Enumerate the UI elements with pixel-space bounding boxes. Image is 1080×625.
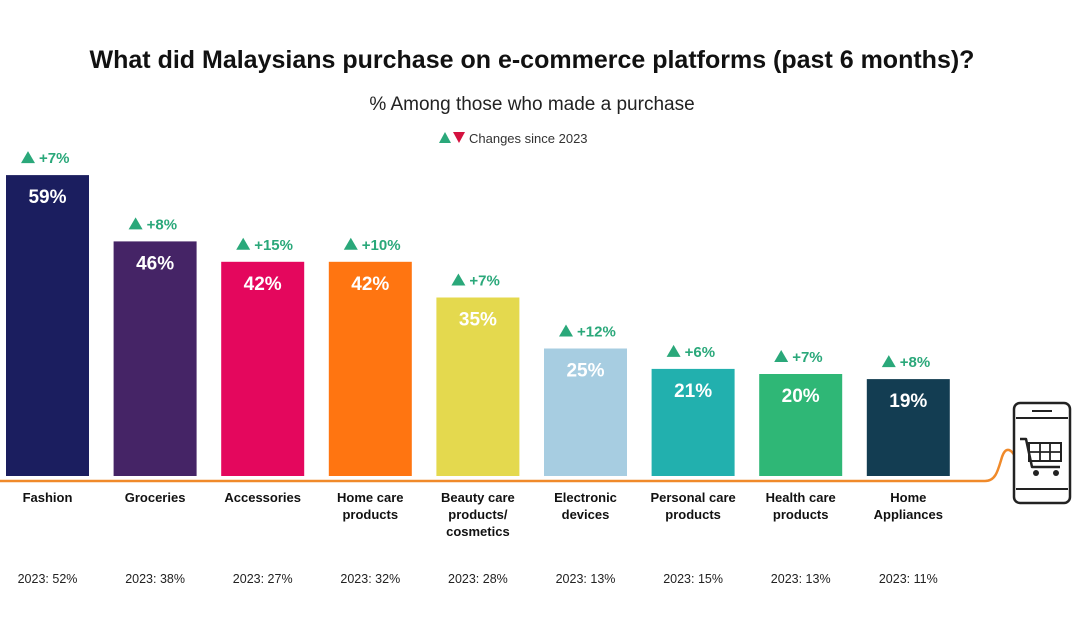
previous-year-label-5: 2023: 28%	[448, 572, 508, 586]
change-label-2: +8%	[147, 216, 177, 233]
category-label-6: Electronic devices	[554, 490, 617, 522]
change-label-6: +12%	[577, 324, 616, 341]
legend-down-triangle-icon	[453, 132, 465, 143]
bars-group: 59% +7% Fashion 2023: 52% 46% +8% Groceries 202…	[6, 150, 950, 586]
legend-text: Changes since 2023	[469, 131, 588, 146]
category-label-9: Home Appliances	[874, 490, 943, 522]
shopping-cart-phone-icon	[1012, 401, 1072, 505]
previous-year-label-2: 2023: 38%	[125, 572, 185, 586]
previous-year-label-7: 2023: 15%	[663, 572, 723, 586]
change-label-5: +7%	[469, 273, 499, 290]
change-up-triangle-icon	[881, 355, 896, 368]
value-label-4: 42%	[351, 274, 389, 295]
value-label-2: 46%	[136, 253, 174, 274]
category-label-2: Groceries	[125, 490, 186, 505]
value-label-3: 42%	[244, 274, 282, 295]
change-label-8: +7%	[792, 349, 822, 366]
previous-year-label-8: 2023: 13%	[771, 572, 831, 586]
value-label-7: 21%	[674, 381, 712, 402]
baseline-wave	[0, 448, 1018, 483]
previous-year-label-1: 2023: 52%	[18, 572, 78, 586]
change-up-triangle-icon	[236, 237, 251, 250]
change-up-triangle-icon	[666, 344, 681, 357]
change-up-triangle-icon	[774, 350, 789, 362]
bar-7	[651, 368, 735, 476]
previous-year-label-3: 2023: 27%	[233, 572, 293, 586]
legend-up-triangle-icon	[439, 132, 451, 143]
chart-title: What did Malaysians purchase on e-commer…	[90, 46, 975, 74]
change-label-7: +6%	[685, 344, 715, 361]
legend: Changes since 2023	[439, 131, 588, 146]
value-label-6: 25%	[566, 361, 604, 382]
value-label-8: 20%	[782, 386, 820, 407]
value-label-5: 35%	[459, 310, 497, 331]
previous-year-label-4: 2023: 32%	[340, 572, 400, 586]
category-label-1: Fashion	[23, 490, 73, 505]
change-label-1: +7%	[39, 150, 69, 167]
change-up-triangle-icon	[559, 324, 573, 337]
bar-3	[221, 261, 305, 476]
change-up-triangle-icon	[451, 273, 466, 286]
category-label-5: Beauty care products/cosmetics	[441, 490, 515, 539]
category-label-8: Health care products	[766, 490, 836, 522]
previous-year-label-9: 2023: 11%	[879, 572, 938, 586]
value-label-9: 19%	[889, 391, 927, 412]
bar-2	[113, 241, 197, 476]
change-up-triangle-icon	[343, 237, 358, 250]
bar-9	[866, 379, 950, 476]
bar-5	[436, 297, 520, 476]
bar-8	[759, 374, 843, 476]
change-label-3: +15%	[254, 237, 293, 254]
change-label-9: +8%	[900, 354, 930, 371]
bar-4	[328, 261, 412, 476]
category-label-4: Home care products	[337, 490, 403, 522]
change-label-4: +10%	[362, 237, 401, 254]
category-label-7: Personal care products	[650, 490, 735, 522]
previous-year-label-6: 2023: 13%	[556, 572, 616, 586]
bar-6	[544, 348, 627, 476]
change-up-triangle-icon	[21, 151, 35, 164]
category-label-3: Accessories	[224, 490, 301, 505]
chart-subtitle: % Among those who made a purchase	[369, 94, 694, 115]
value-label-1: 59%	[28, 187, 66, 208]
change-up-triangle-icon	[128, 217, 143, 230]
bar-1	[6, 175, 89, 476]
